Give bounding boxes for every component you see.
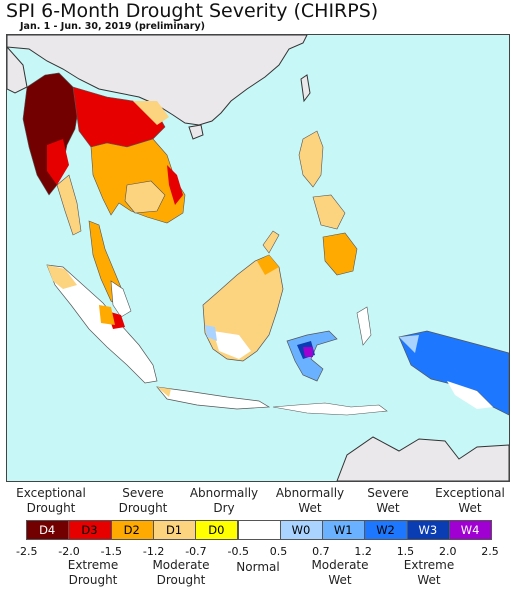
legend-tick: 0.7 [312,545,330,558]
legend-label-line: Exceptional [435,486,505,500]
legend-label-severe-wet: Severe Wet [348,486,428,516]
cambodia-d1 [124,180,166,214]
legend-label-line: Drought [26,501,76,515]
palawan [262,230,280,254]
java [156,386,271,410]
legend-label-abnormally-dry: Abnormally Dry [182,486,266,516]
sumatra-north-d1 [47,265,77,289]
legend-tick: 2.0 [439,545,457,558]
vietnam-north [133,101,169,125]
map-subtitle: Jan. 1 - Jun. 30, 2019 (preliminary) [20,21,205,32]
legend-label-line: Wet [298,501,322,515]
legend-code-w3: W3 [418,523,438,537]
legend-label-extreme-drought: Extreme Drought [58,558,128,588]
hainan [188,124,204,140]
legend-tick: 1.5 [396,545,415,558]
legend-tick: -1.5 [100,545,123,558]
legend-label-line: Drought [118,501,168,515]
sumatra [46,264,158,384]
legend-code-w4: W4 [460,523,480,537]
legend-swatch-normal [237,520,281,540]
vietnam-coast [167,165,183,205]
mindanao [322,232,358,276]
legend-label-line: Wet [417,573,441,587]
legend-label-moderate-drought: Moderate Drought [140,558,222,588]
new-guinea [398,330,509,416]
legend-label-exceptional-drought: Exceptional Drought [10,486,92,516]
legend-label-line: Normal [236,560,280,574]
luzon [298,130,324,188]
legend-label-abnormally-wet: Abnormally Wet [268,486,352,516]
taiwan [300,74,311,103]
legend-label-line: Wet [458,501,482,515]
legend-tick: 0.5 [269,545,288,558]
legend-label-line: Moderate [311,558,369,572]
legend-swatch-w4 [449,520,493,540]
legend-label-line: Moderate [152,558,210,572]
legend-tick: -0.5 [227,545,249,558]
legend-code-d3: D3 [81,523,98,537]
legend-label-exceptional-wet: Exceptional Wet [430,486,510,516]
legend-label-severe-drought: Severe Drought [103,486,183,516]
lesser-sunda [272,402,388,416]
sumatra-d2 [99,305,115,325]
legend-label-line: Severe [367,486,409,500]
legend-code-w2: W2 [376,523,395,537]
map-title: SPI 6-Month Drought Severity (CHIRPS) [6,0,379,22]
legend-label-line: Drought [68,573,118,587]
legend-code-d0: D0 [208,523,225,537]
legend-label-line: Exceptional [16,486,86,500]
legend-tick: -0.7 [185,545,207,558]
borneo-d2 [257,255,279,275]
drought-map [6,34,510,482]
legend-label-normal: Normal [228,560,288,575]
legend-label-line: Abnormally [189,486,259,500]
legend-label-line: Severe [122,486,164,500]
legend-label-line: Extreme [403,558,455,572]
legend-label-moderate-wet: Moderate Wet [308,558,372,588]
legend-tick: -2.0 [58,545,80,558]
legend-code-d4: D4 [39,523,56,537]
legend-tick: 1.2 [354,545,372,558]
myanmar-d2 [47,139,69,185]
legend-code-w1: W1 [333,523,353,537]
new-guinea-w1 [399,335,419,353]
malay-south [110,280,132,318]
map-svg [7,35,509,481]
legend-code-d2: D2 [123,523,140,537]
legend-label-extreme-wet: Extreme Wet [394,558,464,588]
sulawesi-w4 [303,347,313,357]
borneo-white [213,331,251,359]
visayas [312,194,346,230]
legend-label-line: Abnormally [275,486,345,500]
china-landmass [7,35,308,126]
new-guinea-south [447,381,493,409]
legend-label-line: Drought [156,573,206,587]
legend-label-line: Wet [376,501,400,515]
legend-label-line: Extreme [67,558,119,572]
legend-label-line: Dry [213,501,235,515]
legend-tick: -1.2 [142,545,165,558]
legend-tick: 2.5 [481,545,499,558]
india-landmass [7,46,28,94]
myanmar-south [56,174,82,236]
java-d1 [157,387,171,397]
legend-tick: -2.5 [16,545,38,558]
legend-code-d1: D1 [165,523,183,537]
borneo-wet [205,325,217,341]
maluku [356,306,372,346]
legend-code-w0: W0 [291,523,311,537]
australia [336,436,509,481]
legend-label-line: Wet [328,573,352,587]
